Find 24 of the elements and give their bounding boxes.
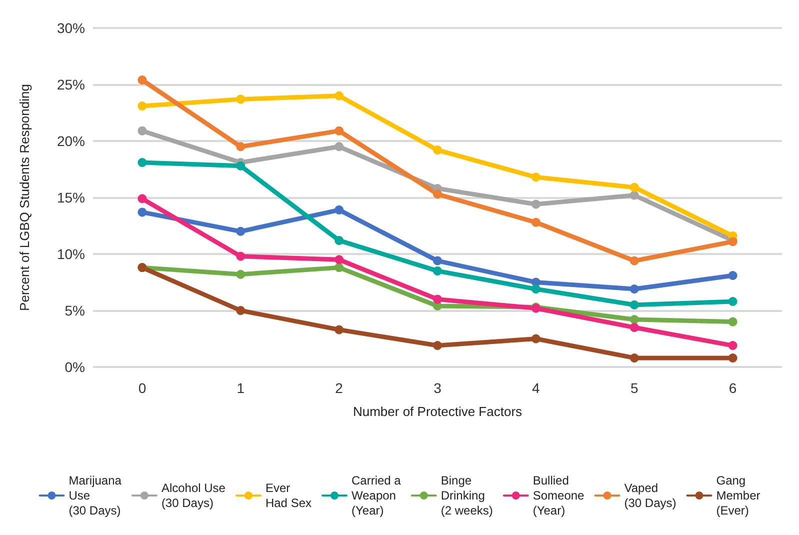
y-tick-label: 5%	[64, 302, 85, 318]
x-tick-label: 3	[434, 380, 442, 396]
y-tick-label: 25%	[56, 76, 85, 92]
legend-label: Ever Had Sex	[265, 481, 312, 510]
legend-label: Gang Member (Ever)	[716, 474, 760, 518]
x-tick-label: 4	[532, 380, 540, 396]
legend-label: Vaped (30 Days)	[624, 481, 676, 510]
x-tick-label: 6	[728, 380, 737, 396]
legend-label: Bullied Someone (Year)	[532, 474, 585, 518]
x-tick-label: 1	[236, 380, 245, 396]
legend-label: Alcohol Use (30 Days)	[161, 481, 226, 510]
x-tick-label: 5	[630, 380, 638, 396]
y-tick-label: 30%	[56, 20, 85, 36]
y-tick-label: 10%	[56, 246, 85, 262]
x-axis-title: Number of Protective Factors	[352, 404, 523, 419]
legend-label: Marijuana Use (30 Days)	[68, 474, 122, 518]
legend-label: Binge Drinking (2 weeks)	[440, 474, 493, 518]
y-tick-label: 15%	[56, 190, 85, 206]
y-axis-title: Percent of LGBQ Students Responding	[17, 84, 32, 311]
legend-label: Carried a Weapon (Year)	[351, 474, 402, 518]
x-tick-label: 0	[138, 380, 146, 396]
x-tick-label: 2	[335, 380, 344, 396]
y-tick-label: 0%	[64, 359, 85, 375]
y-tick-label: 20%	[56, 133, 85, 149]
